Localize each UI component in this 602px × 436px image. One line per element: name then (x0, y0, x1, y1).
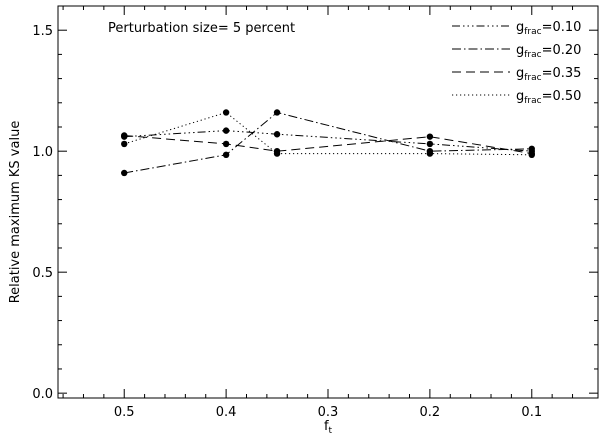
x-axis-label: ft (324, 419, 333, 436)
x-axis-label-main: f (324, 419, 329, 434)
data-point (222, 151, 230, 159)
legend-label-subscript: frac (524, 50, 541, 60)
y-tick-label: 1.5 (32, 24, 53, 39)
data-point (273, 150, 281, 157)
series-line-3 (124, 135, 532, 155)
legend-label-2: gfrac=0.20 (516, 43, 581, 60)
plot-frame (57, 5, 599, 399)
x-axis-label-sub: t (329, 426, 333, 436)
data-point (121, 140, 128, 148)
data-point (273, 109, 281, 116)
legend-label-subscript: frac (524, 96, 541, 106)
data-point (426, 150, 434, 157)
legend-label-value: =0.50 (542, 89, 582, 104)
axes: 0.5 0.4 0.3 0.2 0.1 0.0 0.5 1.0 1.5 (32, 5, 599, 420)
data-point (273, 131, 281, 138)
chart-labels: Perturbation size= 5 percent ft Relative… (8, 21, 333, 436)
data-point (528, 145, 535, 152)
chart-annotation: Perturbation size= 5 percent (108, 21, 295, 36)
legend-label-1: gfrac=0.10 (516, 20, 581, 37)
data-point (222, 140, 230, 148)
x-tick-label: 0.3 (318, 405, 339, 420)
legend-label-subscript: frac (524, 73, 541, 83)
x-tick-label: 0.1 (521, 405, 542, 420)
legend-label-value: =0.20 (542, 43, 582, 58)
legend-label-value: =0.35 (542, 66, 582, 81)
legend-label-base: g (516, 43, 524, 58)
y-tick-label: 1.0 (32, 145, 53, 160)
series-line-2 (124, 111, 532, 174)
y-axis-label: Relative maximum KS value (8, 121, 23, 304)
data-point (121, 132, 128, 139)
y-tick-label: 0.5 (32, 266, 53, 281)
data-point (121, 169, 128, 177)
data-point (222, 127, 230, 134)
legend-label-3: gfrac=0.35 (516, 66, 581, 83)
data-point (222, 109, 230, 116)
legend-label-base: g (516, 89, 524, 104)
legend-label-base: g (516, 66, 524, 81)
data-point (426, 133, 434, 140)
legend-label-value: =0.10 (542, 20, 582, 35)
data-point (528, 151, 535, 159)
series-line-4 (124, 111, 532, 156)
data-point (426, 140, 434, 148)
x-tick-label: 0.2 (420, 405, 441, 420)
x-tick-label: 0.5 (114, 405, 135, 420)
x-tick-label: 0.4 (216, 405, 237, 420)
legend-label-base: g (516, 20, 524, 35)
y-tick-label: 0.0 (32, 387, 53, 402)
series-lines (121, 109, 535, 177)
legend-label-4: gfrac=0.50 (516, 89, 581, 106)
legend-label-subscript: frac (524, 27, 541, 37)
